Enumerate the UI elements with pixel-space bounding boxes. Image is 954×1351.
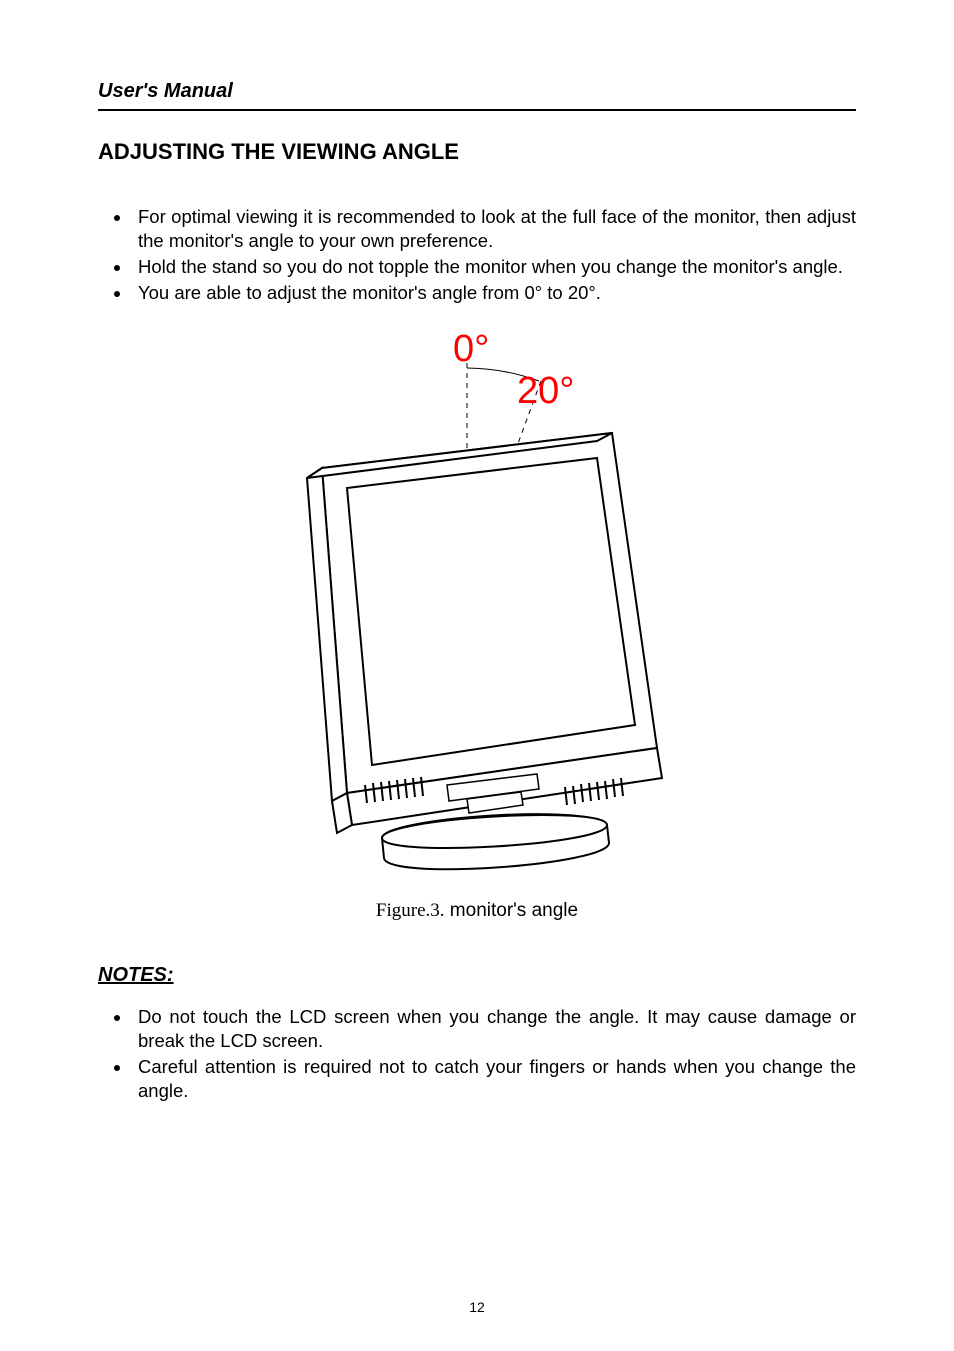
notes-bullet-list: Do not touch the LCD screen when you cha… bbox=[98, 1005, 856, 1103]
section-heading: ADJUSTING THE VIEWING ANGLE bbox=[98, 139, 856, 165]
intro-bullet: For optimal viewing it is recommended to… bbox=[132, 205, 856, 253]
intro-bullet: You are able to adjust the monitor's ang… bbox=[132, 281, 856, 305]
header-rule bbox=[98, 109, 856, 111]
intro-bullet: Hold the stand so you do not topple the … bbox=[132, 255, 856, 279]
angle-label-twenty: 20° bbox=[517, 370, 574, 412]
running-header: User's Manual bbox=[98, 80, 856, 103]
figure-caption-text: monitor's angle bbox=[445, 900, 579, 921]
figure-caption: Figure.3. monitor's angle bbox=[98, 900, 856, 922]
angle-label-zero: 0° bbox=[453, 333, 489, 370]
intro-bullet-list: For optimal viewing it is recommended to… bbox=[98, 205, 856, 305]
page-number: 12 bbox=[0, 1299, 954, 1315]
monitor-angle-illustration: 0° 20° bbox=[277, 333, 677, 883]
figure-wrap: 0° 20° bbox=[98, 333, 856, 888]
page-container: User's Manual ADJUSTING THE VIEWING ANGL… bbox=[0, 0, 954, 1351]
notes-bullet: Careful attention is required not to cat… bbox=[132, 1055, 856, 1103]
notes-bullet: Do not touch the LCD screen when you cha… bbox=[132, 1005, 856, 1053]
notes-heading: NOTES: bbox=[98, 964, 856, 987]
figure-caption-prefix: Figure.3. bbox=[376, 900, 445, 921]
